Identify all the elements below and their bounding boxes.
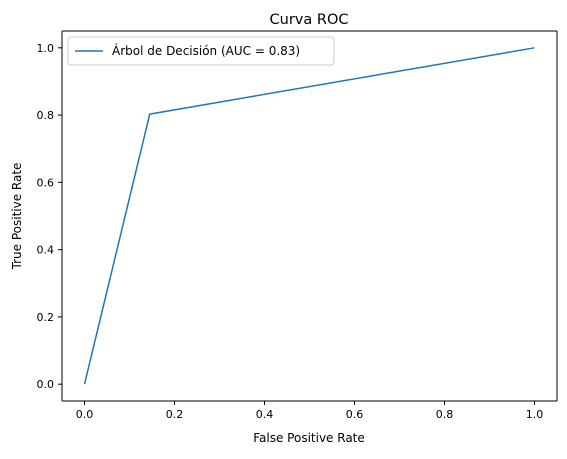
x-axis-ticks: 0.0 0.2 0.4 0.6 0.8 1.0 (76, 401, 544, 421)
series-layer (83, 47, 535, 385)
legend: Árbol de Decisión (AUC = 0.83) (67, 36, 335, 66)
x-tick-label-0: 0.0 (76, 408, 94, 421)
series-line-0 (83, 47, 535, 385)
y-tick-label-5: 1.0 (37, 42, 55, 55)
x-tick-label-5: 1.0 (526, 408, 544, 421)
y-tick-label-4: 0.8 (37, 109, 55, 122)
y-tick-label-3: 0.6 (37, 176, 55, 189)
x-tick-label-2: 0.4 (256, 408, 274, 421)
legend-box (67, 36, 335, 66)
x-tick-label-1: 0.2 (166, 408, 184, 421)
chart-title: Curva ROC (270, 12, 349, 28)
y-axis-ticks: 0.0 0.2 0.4 0.6 0.8 1.0 (37, 42, 62, 391)
y-axis-label: True Positive Rate (10, 163, 24, 271)
legend-label: Árbol de Decisión (AUC = 0.83) (112, 43, 300, 58)
x-tick-label-3: 0.6 (346, 408, 364, 421)
y-tick-label-0: 0.0 (37, 378, 55, 391)
x-tick-label-4: 0.8 (436, 408, 454, 421)
plot-area (62, 31, 557, 401)
y-tick-label-1: 0.2 (37, 311, 55, 324)
axes-layer (61, 30, 558, 402)
x-axis-label: False Positive Rate (253, 431, 365, 445)
y-tick-label-2: 0.4 (37, 244, 55, 257)
